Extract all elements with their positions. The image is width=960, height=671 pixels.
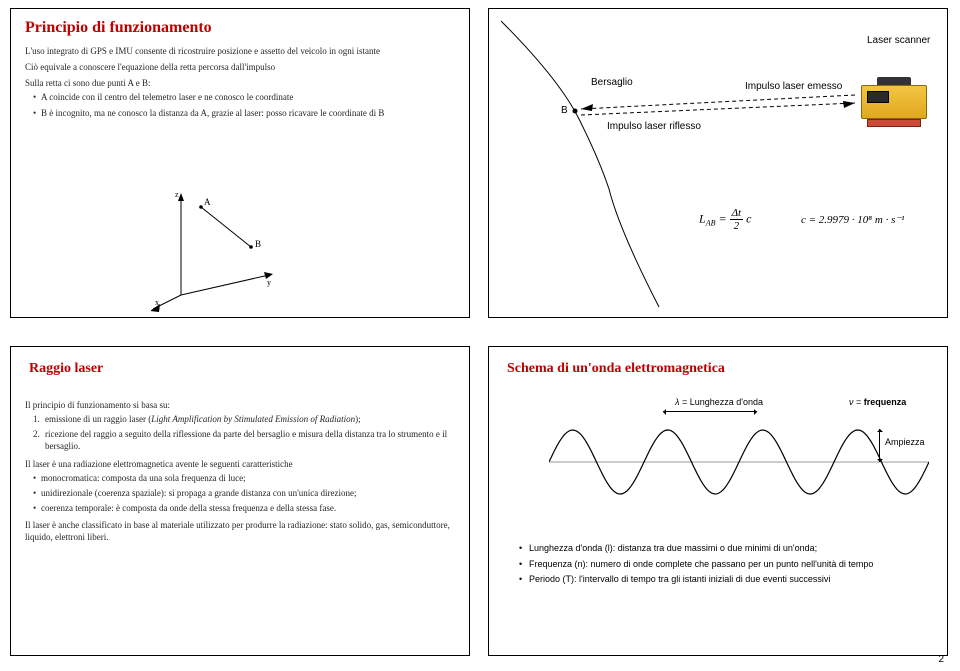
wave-svg bbox=[549, 407, 929, 517]
panel-title: Schema di un'onda elettromagnetica bbox=[489, 347, 947, 383]
label-riflesso: Impulso laser riflesso bbox=[607, 121, 701, 132]
laser-reflected-line bbox=[581, 103, 855, 115]
page-number: 2 bbox=[938, 654, 944, 665]
panel-bottom-right: Schema di un'onda elettromagnetica λ = L… bbox=[488, 346, 948, 656]
bullet-list: monocromatica: composta da una sola freq… bbox=[11, 472, 469, 514]
list-item: Frequenza (n): numero di onde complete c… bbox=[519, 559, 933, 571]
paragraph: Il laser è anche classificato in base al… bbox=[11, 517, 469, 545]
paragraph: Il laser è una radiazione elettromagneti… bbox=[11, 456, 469, 472]
paragraph: Ciò equivale a conoscere l'equazione del… bbox=[11, 59, 469, 75]
formula-distance: LAB = Δt2 c bbox=[699, 207, 751, 232]
label-bersaglio: Bersaglio bbox=[591, 77, 633, 88]
panel-title: Principio di funzionamento bbox=[11, 9, 469, 43]
coordinate-sketch: A B z y x bbox=[151, 185, 291, 313]
wave-diagram: λ = Lunghezza d'onda ν = frequenza Ampie… bbox=[549, 407, 929, 517]
lambda-arrow bbox=[663, 411, 757, 412]
axis-label-z: z bbox=[175, 190, 179, 199]
axis-label-x: x bbox=[155, 298, 159, 307]
numbered-list: 1.emissione di un raggio laser (Light Am… bbox=[11, 413, 469, 452]
amplitude-label: Ampiezza bbox=[885, 437, 925, 447]
axis-label-y: y bbox=[267, 278, 271, 287]
paragraph: L'uso integrato di GPS e IMU consente di… bbox=[11, 43, 469, 59]
list-item: 2.ricezione del raggio a seguito della r… bbox=[33, 428, 455, 452]
bullet-list: A coincide con il centro del telemetro l… bbox=[11, 91, 469, 118]
bullet-item: monocromatica: composta da una sola freq… bbox=[33, 472, 455, 484]
formula-c: c = 2.9979 · 10⁸ m · s⁻¹ bbox=[801, 213, 904, 226]
list-item: Lunghezza d'onda (l): distanza tra due m… bbox=[519, 543, 933, 555]
lambda-label: λ = Lunghezza d'onda bbox=[675, 397, 763, 407]
bullet-item: unidirezionale (coerenza spaziale): si p… bbox=[33, 487, 455, 499]
laser-emitted-line bbox=[581, 95, 855, 109]
list-item: Periodo (T): l'intervallo di tempo tra g… bbox=[519, 574, 933, 586]
axis-label-A: A bbox=[204, 197, 211, 207]
panel-top-left: Principio di funzionamento L'uso integra… bbox=[10, 8, 470, 318]
axis-label-B: B bbox=[255, 239, 261, 249]
list-item: 1.emissione di un raggio laser (Light Am… bbox=[33, 413, 455, 425]
paragraph: Il principio di funzionamento si basa su… bbox=[11, 397, 469, 413]
bullet-item: B è incognito, ma ne conosco la distanza… bbox=[33, 107, 455, 119]
panel-bottom-left: Raggio laser Il principio di funzionamen… bbox=[10, 346, 470, 656]
bullet-item: coerenza temporale: è composta da onde d… bbox=[33, 502, 455, 514]
panel-top-right: Bersaglio B Impulso laser emesso Impulso… bbox=[488, 8, 948, 318]
amplitude-arrow bbox=[879, 429, 880, 462]
nu-label: ν = frequenza bbox=[849, 397, 906, 407]
laser-diagram: Bersaglio B Impulso laser emesso Impulso… bbox=[499, 19, 939, 309]
definitions-list: Lunghezza d'onda (l): distanza tra due m… bbox=[489, 543, 947, 590]
bullet-item: A coincide con il centro del telemetro l… bbox=[33, 91, 455, 103]
label-B: B bbox=[561, 105, 568, 116]
terrain-line bbox=[501, 21, 659, 307]
laser-scanner-icon bbox=[855, 71, 933, 129]
panel-title: Raggio laser bbox=[11, 347, 469, 383]
label-scanner: Laser scanner bbox=[867, 35, 930, 46]
paragraph: Sulla retta ci sono due punti A e B: bbox=[11, 75, 469, 91]
label-emesso: Impulso laser emesso bbox=[745, 81, 842, 92]
